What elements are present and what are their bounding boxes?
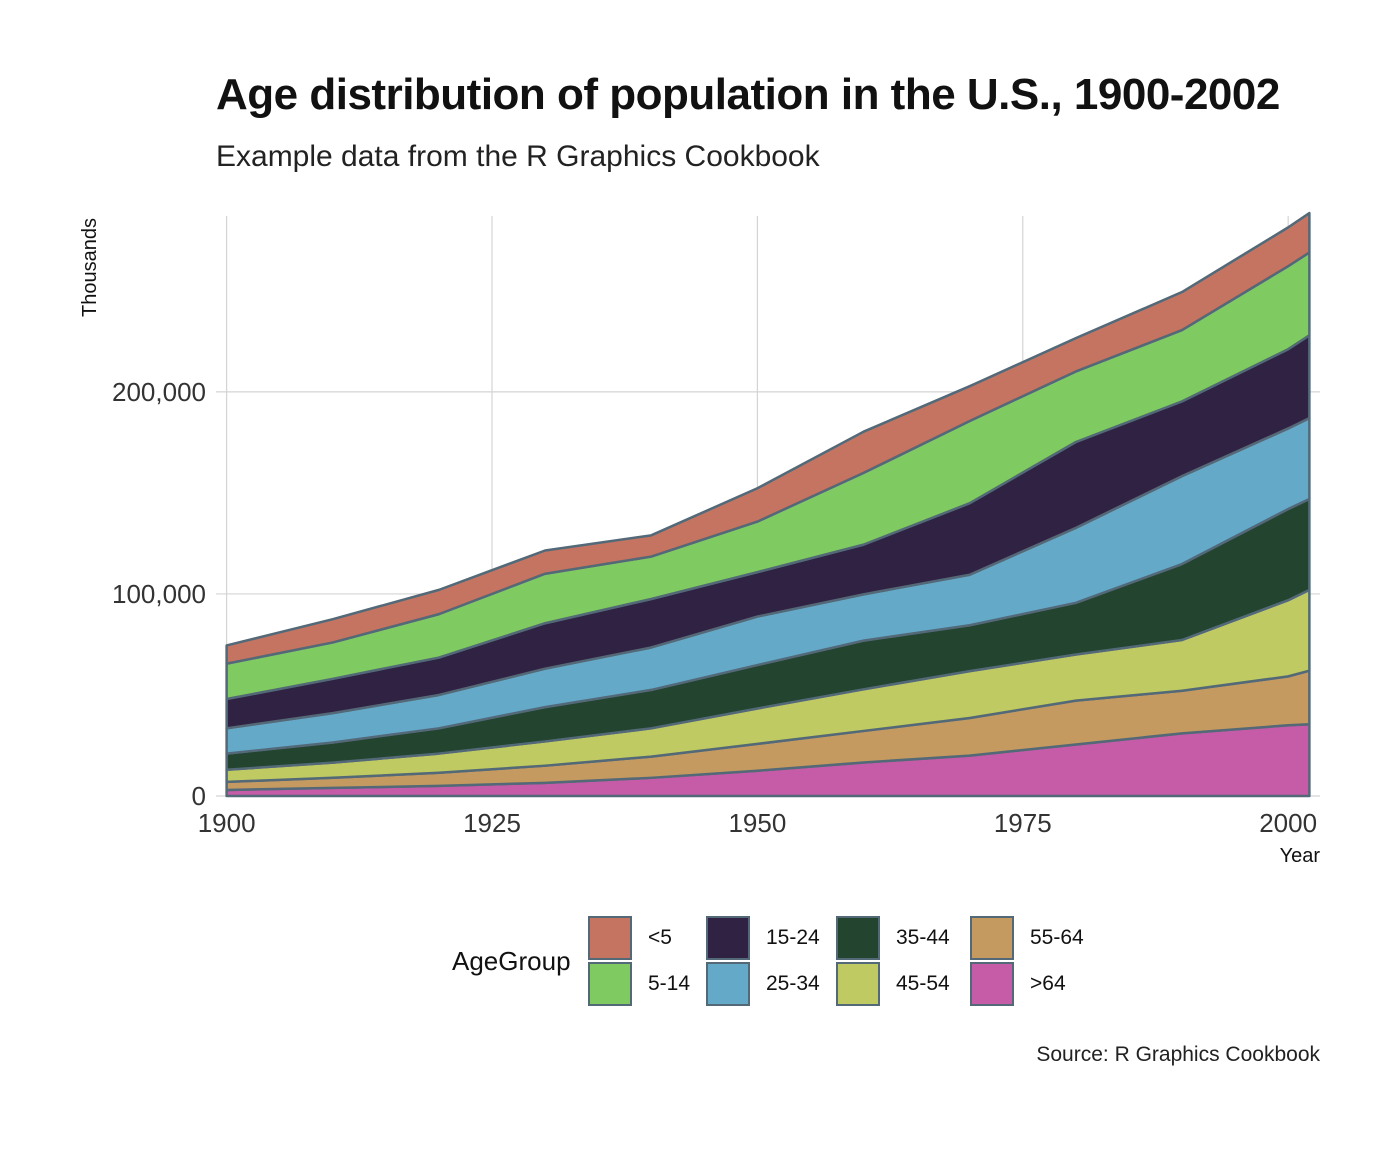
legend-label: 5-14 (648, 972, 691, 995)
chart-subtitle: Example data from the R Graphics Cookboo… (216, 140, 820, 173)
legend-label: 35-44 (896, 926, 950, 949)
legend-label: <5 (648, 926, 672, 949)
chart-caption: Source: R Graphics Cookbook (1036, 1043, 1320, 1066)
x-tick-label: 1900 (198, 808, 256, 838)
x-axis-title: Year (1280, 845, 1321, 867)
legend-swatch (706, 962, 750, 1006)
axes: 1900 1925 1950 1975 2000 0 100,000 200,000 Year T… (79, 218, 1320, 867)
y-tick-label: 100,000 (112, 579, 206, 609)
legend-title: AgeGroup (452, 946, 571, 976)
x-tick-label: 1975 (994, 808, 1052, 838)
legend-swatch (588, 916, 632, 960)
legend-label: 55-64 (1030, 926, 1084, 949)
x-tick-label: 1950 (728, 808, 786, 838)
legend-label: >64 (1030, 972, 1066, 995)
area-<5 (225, 211, 1311, 665)
chart-title: Age distribution of population in the U.… (216, 70, 1280, 119)
legend-swatch (706, 916, 750, 960)
area-series (225, 211, 1311, 798)
y-tick-label: 0 (192, 781, 206, 811)
legend-swatch (970, 962, 1014, 1006)
y-axis-title: Thousands (79, 218, 101, 317)
legend-label: 25-34 (766, 972, 820, 995)
legend-swatch (970, 916, 1014, 960)
legend: <5 5-14 15-24 25-34 35-44 45-54 55-64 >64 (588, 916, 1108, 1006)
legend-swatch (588, 962, 632, 1006)
x-tick-label: 1925 (463, 808, 521, 838)
y-tick-label: 200,000 (112, 377, 206, 407)
legend-swatch (836, 962, 880, 1006)
legend-label: 45-54 (896, 972, 950, 995)
x-tick-label: 2000 (1259, 808, 1317, 838)
legend-swatch (836, 916, 880, 960)
legend-label: 15-24 (766, 926, 820, 949)
